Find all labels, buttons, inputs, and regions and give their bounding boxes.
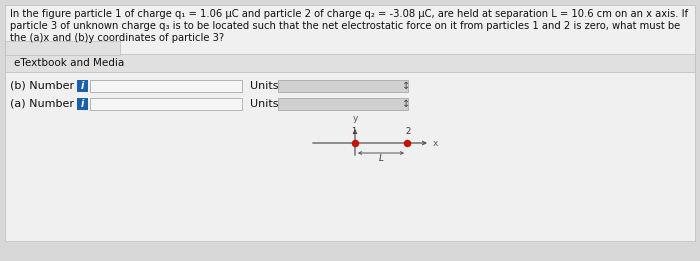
Text: 1: 1 — [351, 127, 356, 136]
Text: y: y — [352, 114, 358, 123]
FancyBboxPatch shape — [5, 41, 120, 55]
Text: Units: Units — [250, 99, 279, 109]
Text: i: i — [80, 81, 84, 91]
Text: ↕: ↕ — [402, 81, 410, 91]
Text: L: L — [379, 154, 384, 163]
Text: (a) Number: (a) Number — [10, 99, 74, 109]
Text: ↕: ↕ — [402, 99, 410, 109]
FancyBboxPatch shape — [90, 80, 242, 92]
Text: (b) Number: (b) Number — [10, 81, 74, 91]
FancyBboxPatch shape — [5, 5, 695, 241]
Text: Units: Units — [250, 81, 279, 91]
FancyBboxPatch shape — [5, 54, 695, 72]
Text: eTextbook and Media: eTextbook and Media — [14, 58, 125, 68]
FancyBboxPatch shape — [278, 98, 408, 110]
Text: x: x — [433, 139, 438, 147]
Text: particle 3 of unknown charge q₃ is to be located such that the net electrostatic: particle 3 of unknown charge q₃ is to be… — [10, 21, 680, 31]
Text: i: i — [80, 99, 84, 109]
FancyBboxPatch shape — [278, 80, 408, 92]
FancyBboxPatch shape — [77, 80, 88, 92]
FancyBboxPatch shape — [90, 98, 242, 110]
Text: In the figure particle 1 of charge q₁ = 1.06 μC and particle 2 of charge q₂ = -3: In the figure particle 1 of charge q₁ = … — [10, 9, 688, 19]
Text: 2: 2 — [405, 127, 411, 136]
FancyBboxPatch shape — [77, 98, 88, 110]
Text: the (a)x and (b)y coordinates of particle 3?: the (a)x and (b)y coordinates of particl… — [10, 33, 224, 43]
